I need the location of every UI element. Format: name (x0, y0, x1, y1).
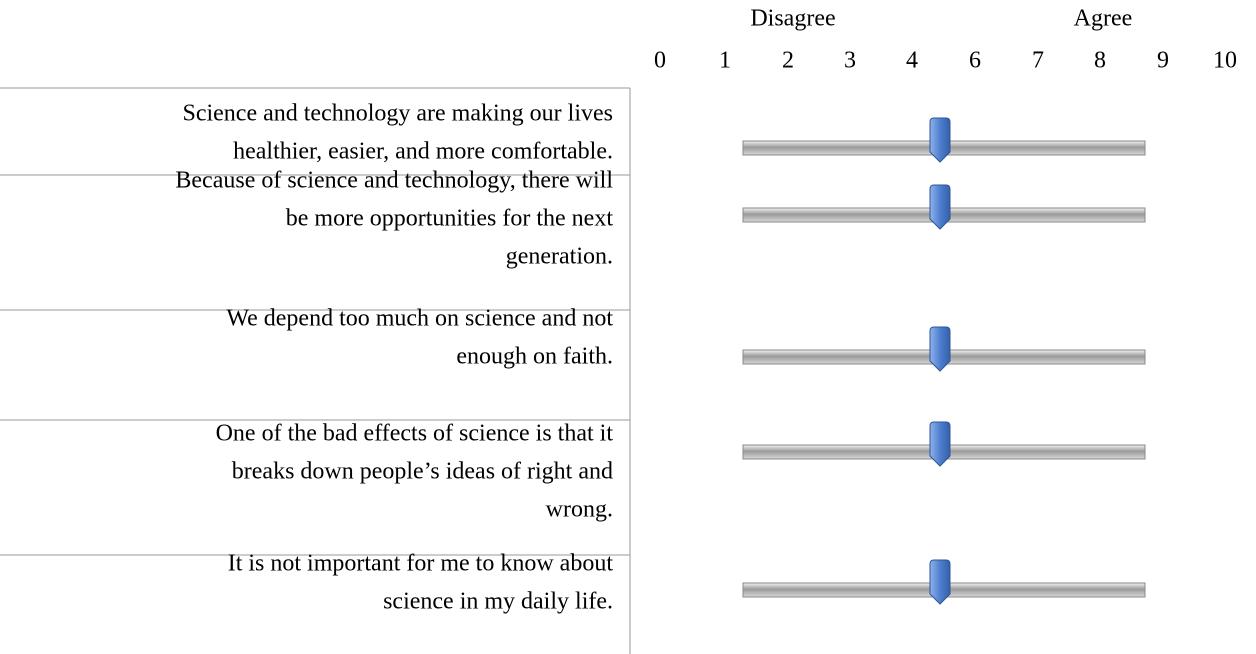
scale-label: 6 (969, 48, 981, 74)
scale-label: 1 (719, 48, 731, 74)
statement-line: be more opportunities for the next (286, 206, 614, 232)
right-label: Agree (1074, 6, 1133, 32)
slider-thumb[interactable] (929, 117, 951, 163)
statement-line: healthier, easier, and more comfortable. (233, 139, 613, 165)
scale-label: 7 (1032, 48, 1044, 74)
statement-line: wrong. (546, 497, 613, 523)
scale-label: 0 (654, 48, 666, 74)
scale-label: 4 (906, 48, 918, 74)
statement-line: generation. (506, 244, 613, 270)
statement-line: breaks down people’s ideas of right and (232, 459, 613, 485)
statement-line: It is not important for me to know about (228, 551, 614, 577)
scale-label: 9 (1157, 48, 1169, 74)
scale-label: 2 (782, 48, 794, 74)
left-label: Disagree (750, 6, 835, 32)
statement-line: Science and technology are making our li… (182, 101, 613, 127)
statement-line: science in my daily life. (383, 589, 613, 615)
statement-line: Because of science and technology, there… (175, 168, 613, 194)
slider-thumb[interactable] (929, 184, 951, 230)
scale-label: 10 (1213, 48, 1237, 74)
slider-thumb[interactable] (929, 421, 951, 467)
statement-line: enough on faith. (456, 344, 613, 370)
scale-label: 3 (844, 48, 856, 74)
slider-thumb[interactable] (929, 326, 951, 372)
statement-line: We depend too much on science and not (226, 306, 613, 332)
scale-label: 8 (1094, 48, 1106, 74)
slider-thumb[interactable] (929, 559, 951, 605)
statement-line: One of the bad effects of science is tha… (216, 421, 614, 447)
